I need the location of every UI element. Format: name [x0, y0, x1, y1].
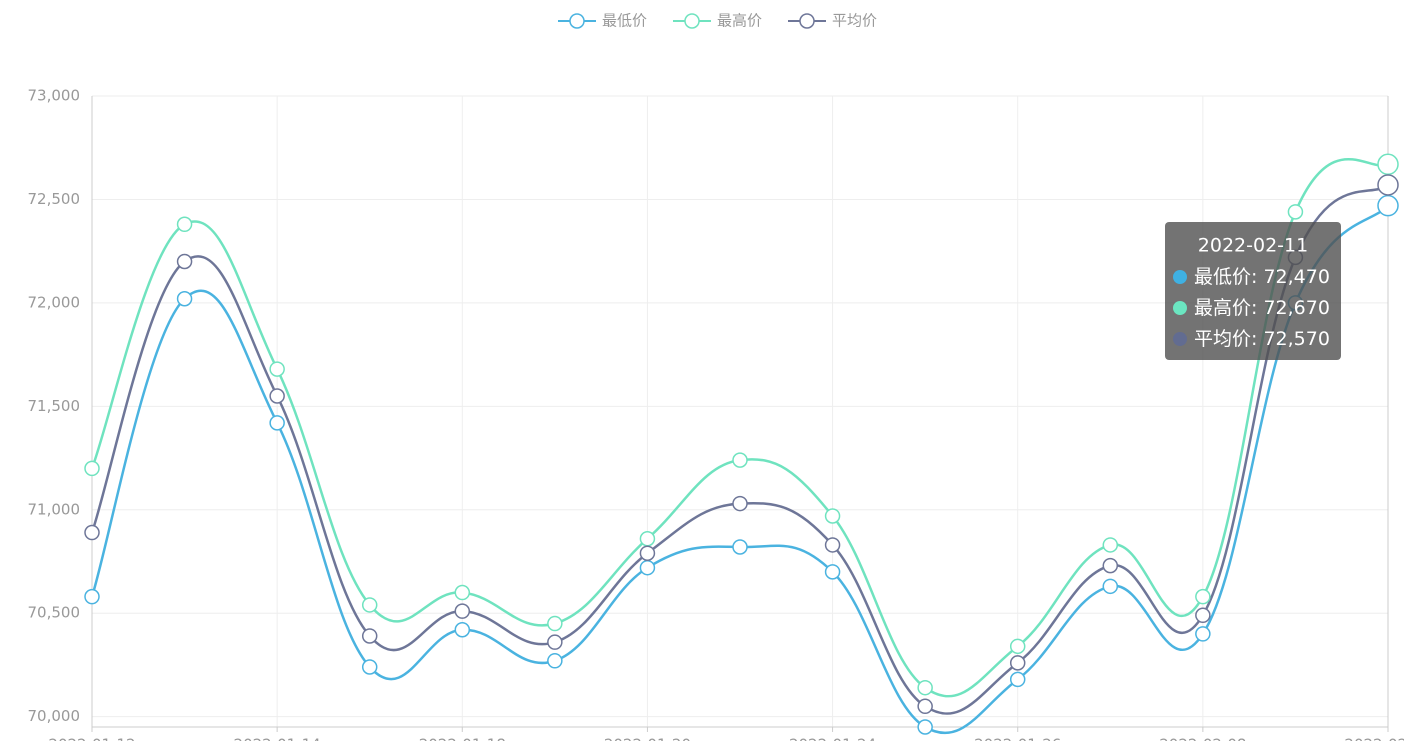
point — [84, 460, 100, 477]
tooltip-text: 最高价: 72,670 — [1194, 297, 1330, 319]
point — [732, 495, 748, 512]
legend-item: 最高价 — [673, 12, 762, 30]
point — [454, 603, 471, 619]
tooltip-dot — [1173, 301, 1187, 315]
point — [917, 698, 933, 715]
point — [917, 719, 933, 735]
tooltip-title: 2022-02-11 — [1198, 235, 1308, 257]
tooltip-text: 平均价: 72,570 — [1194, 328, 1330, 350]
x-tick-label: 2022-02-08 — [1159, 736, 1246, 741]
point — [1009, 655, 1026, 671]
point — [1377, 194, 1399, 217]
y-tick-label: 70,000 — [28, 707, 81, 725]
point — [1287, 204, 1304, 220]
tooltip-dot — [1173, 332, 1187, 346]
point — [269, 388, 285, 404]
point — [1102, 537, 1119, 553]
point — [824, 508, 841, 524]
tooltip-box — [1165, 222, 1341, 360]
point — [176, 253, 193, 270]
y-tick-label: 72,500 — [28, 190, 81, 208]
point — [824, 537, 841, 553]
point — [454, 584, 471, 601]
point — [1195, 626, 1211, 642]
x-tick-label: 2022-01-20 — [604, 736, 691, 741]
point — [269, 415, 285, 431]
point — [1009, 671, 1026, 688]
point — [732, 539, 748, 555]
point — [176, 216, 193, 233]
point — [176, 290, 193, 307]
point — [84, 524, 100, 541]
y-tick-label: 70,500 — [28, 604, 81, 622]
point — [1195, 607, 1211, 624]
tooltip-value: 72,670 — [1263, 297, 1329, 319]
tooltip-sep: : — [1251, 328, 1263, 350]
x-tick-label: 2022-01-18 — [419, 736, 506, 741]
tooltip-value: 72,470 — [1263, 266, 1329, 288]
y-tick-label: 73,000 — [28, 87, 81, 105]
tooltip-name: 最低价 — [1194, 266, 1251, 288]
point — [1102, 578, 1119, 595]
tooltip-dot — [1173, 270, 1187, 284]
x-tick-label: 2022-01-12 — [48, 736, 135, 741]
point — [269, 361, 285, 377]
tooltip: 2022-02-11 最低价: 72,470 最高价: 72,670 平均价: 72,… — [1165, 222, 1341, 360]
tooltip-sep: : — [1251, 297, 1263, 319]
point — [732, 452, 748, 468]
y-tick-label: 72,000 — [28, 293, 81, 311]
point — [639, 559, 656, 576]
legend-label: 最高价 — [717, 12, 762, 30]
legend-marker — [569, 13, 585, 29]
point — [1377, 174, 1399, 196]
tooltip-text: 最低价: 72,470 — [1194, 266, 1330, 288]
point — [84, 588, 100, 605]
point — [1195, 588, 1211, 605]
point — [824, 564, 841, 580]
point — [639, 530, 656, 547]
point — [547, 615, 563, 632]
y-tick-label: 71,500 — [28, 397, 81, 415]
legend-item: 平均价 — [788, 12, 877, 30]
legend-item: 最低价 — [558, 12, 647, 30]
x-tick-label: 2022-01-26 — [974, 736, 1061, 741]
point — [1377, 153, 1399, 176]
point — [547, 653, 563, 669]
legend-label: 最低价 — [602, 12, 647, 30]
point — [639, 545, 656, 561]
point — [361, 628, 378, 644]
point — [917, 679, 933, 696]
tooltip-name: 平均价 — [1194, 328, 1251, 350]
tooltip-name: 最高价 — [1194, 297, 1251, 319]
point — [1102, 557, 1119, 574]
point — [361, 659, 378, 675]
legend-marker — [799, 13, 815, 29]
point — [547, 634, 563, 650]
x-tick-label: 2022-02-11 — [1344, 736, 1404, 741]
x-tick-label: 2022-01-14 — [234, 736, 321, 741]
point — [454, 622, 471, 638]
x-tick-label: 2022-01-24 — [789, 736, 876, 741]
legend-label: 平均价 — [832, 12, 877, 30]
legend-marker — [684, 13, 700, 29]
tooltip-value: 72,570 — [1263, 328, 1329, 350]
y-tick-label: 71,000 — [28, 500, 81, 518]
tooltip-sep: : — [1251, 266, 1263, 288]
point — [1009, 638, 1026, 655]
point — [361, 597, 378, 613]
